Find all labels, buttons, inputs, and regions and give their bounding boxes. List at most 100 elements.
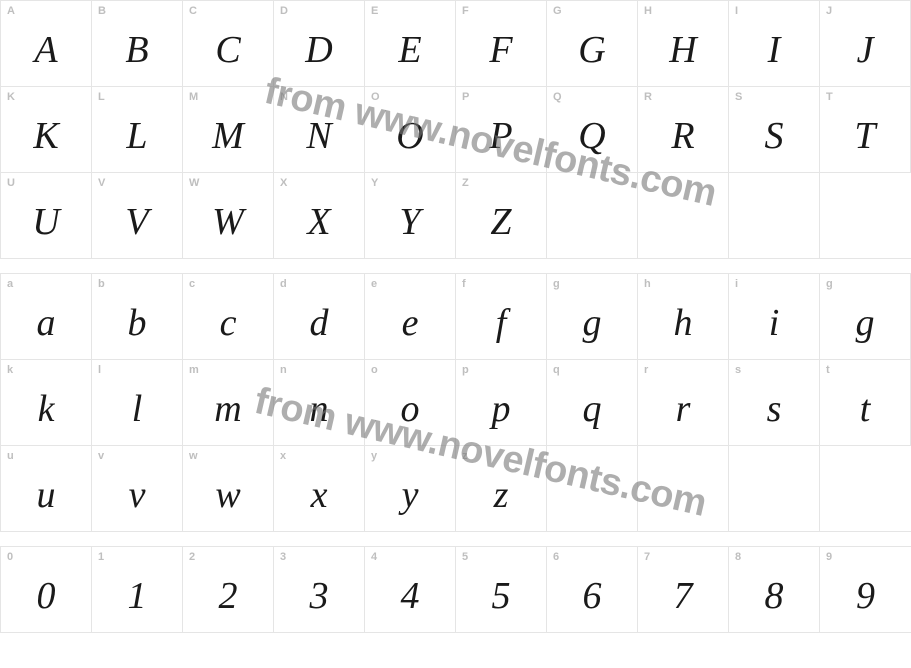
- glyph-cell: zz: [456, 446, 547, 532]
- glyph-character: n: [310, 387, 329, 431]
- glyph-character: g: [583, 301, 602, 345]
- glyph-cell: GG: [547, 1, 638, 87]
- glyph-character: a: [37, 301, 56, 345]
- glyph-cell: xx: [274, 446, 365, 532]
- glyph-label: x: [280, 450, 286, 462]
- glyph-label: E: [371, 5, 378, 17]
- glyph-cell: mm: [183, 360, 274, 446]
- glyph-character: N: [306, 114, 331, 158]
- glyph-cell: 88: [729, 547, 820, 633]
- glyph-label: z: [462, 450, 468, 462]
- glyph-character: s: [767, 387, 782, 431]
- glyph-label: D: [280, 5, 288, 17]
- glyph-cell: nn: [274, 360, 365, 446]
- glyph-character: 6: [583, 574, 602, 618]
- glyph-label: C: [189, 5, 197, 17]
- glyph-character: c: [220, 301, 237, 345]
- glyph-character: r: [676, 387, 691, 431]
- glyph-character: P: [489, 114, 512, 158]
- glyph-cell: QQ: [547, 87, 638, 173]
- glyph-cell: 22: [183, 547, 274, 633]
- glyph-character: k: [38, 387, 55, 431]
- glyph-label: p: [462, 364, 469, 376]
- glyph-label: X: [280, 177, 287, 189]
- glyph-label: e: [371, 278, 377, 290]
- glyph-cell: DD: [274, 1, 365, 87]
- glyph-label: 5: [462, 551, 468, 563]
- glyph-cell: ww: [183, 446, 274, 532]
- glyph-cell: FF: [456, 1, 547, 87]
- glyph-character: g: [856, 301, 875, 345]
- glyph-label: 4: [371, 551, 377, 563]
- glyph-cell: tt: [820, 360, 911, 446]
- glyph-label: n: [280, 364, 287, 376]
- glyph-cell: HH: [638, 1, 729, 87]
- glyph-cell: 44: [365, 547, 456, 633]
- glyph-label: Z: [462, 177, 469, 189]
- glyph-character: Q: [578, 114, 605, 158]
- glyph-character: T: [854, 114, 875, 158]
- glyph-cell: ZZ: [456, 173, 547, 259]
- glyph-character: y: [402, 473, 419, 517]
- glyph-character: G: [578, 28, 605, 72]
- glyph-cell: 55: [456, 547, 547, 633]
- glyph-label: 3: [280, 551, 286, 563]
- glyph-cell: vv: [92, 446, 183, 532]
- glyph-cell: II: [729, 1, 820, 87]
- glyph-character: A: [34, 28, 57, 72]
- glyph-character: B: [125, 28, 148, 72]
- glyph-cell: AA: [1, 1, 92, 87]
- glyph-label: 1: [98, 551, 104, 563]
- glyph-character: 4: [401, 574, 420, 618]
- glyph-character: o: [401, 387, 420, 431]
- glyph-label: f: [462, 278, 466, 290]
- glyph-character: I: [768, 28, 781, 72]
- glyph-label: r: [644, 364, 648, 376]
- glyph-cell-empty: [547, 173, 638, 259]
- section-lowercase: aabbccddeeffgghhiiggkkllmmnnooppqqrrsstt…: [0, 273, 911, 532]
- glyph-character: d: [310, 301, 329, 345]
- glyph-label: i: [735, 278, 738, 290]
- glyph-label: d: [280, 278, 287, 290]
- glyph-cell: MM: [183, 87, 274, 173]
- glyph-character: H: [669, 28, 696, 72]
- glyph-cell: qq: [547, 360, 638, 446]
- section-gap: [0, 259, 911, 273]
- glyph-cell: BB: [92, 1, 183, 87]
- glyph-cell: RR: [638, 87, 729, 173]
- glyph-label: N: [280, 91, 288, 103]
- glyph-label: P: [462, 91, 469, 103]
- glyph-label: 8: [735, 551, 741, 563]
- glyph-cell: 77: [638, 547, 729, 633]
- glyph-cell: ee: [365, 274, 456, 360]
- glyph-label: a: [7, 278, 13, 290]
- glyph-label: h: [644, 278, 651, 290]
- glyph-label: U: [7, 177, 15, 189]
- section-digits: 00112233445566778899: [0, 546, 911, 633]
- glyph-cell: VV: [92, 173, 183, 259]
- glyph-label: B: [98, 5, 106, 17]
- glyph-label: K: [7, 91, 15, 103]
- glyph-label: M: [189, 91, 198, 103]
- glyph-character: h: [674, 301, 693, 345]
- glyph-label: w: [189, 450, 198, 462]
- glyph-character: R: [671, 114, 694, 158]
- glyph-character: Y: [399, 200, 420, 244]
- glyph-cell: cc: [183, 274, 274, 360]
- glyph-label: Q: [553, 91, 562, 103]
- glyph-cell-empty: [729, 173, 820, 259]
- glyph-cell: EE: [365, 1, 456, 87]
- glyph-cell: JJ: [820, 1, 911, 87]
- glyph-cell: 00: [1, 547, 92, 633]
- glyph-label: c: [189, 278, 195, 290]
- glyph-label: b: [98, 278, 105, 290]
- glyph-label: F: [462, 5, 469, 17]
- glyph-character: W: [212, 200, 244, 244]
- glyph-cell: XX: [274, 173, 365, 259]
- glyph-label: A: [7, 5, 15, 17]
- glyph-character: m: [214, 387, 241, 431]
- glyph-cell-empty: [820, 173, 911, 259]
- glyph-cell: gg: [547, 274, 638, 360]
- glyph-label: v: [98, 450, 104, 462]
- glyph-cell: hh: [638, 274, 729, 360]
